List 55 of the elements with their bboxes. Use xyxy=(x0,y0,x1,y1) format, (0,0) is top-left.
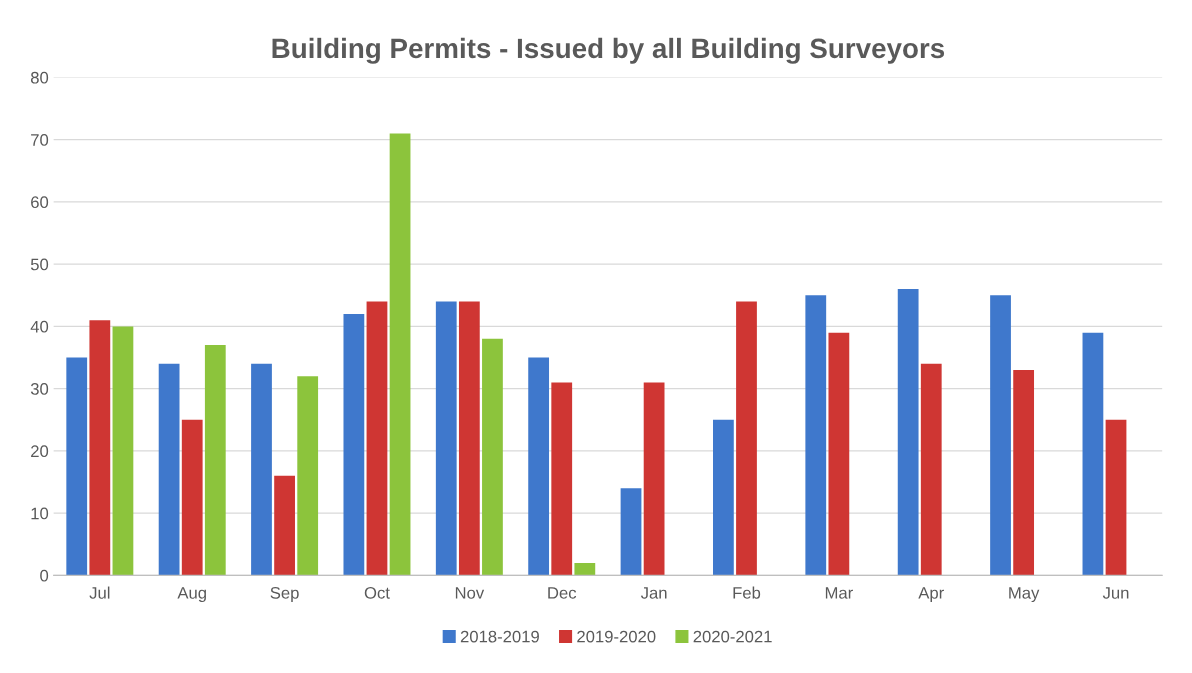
bar xyxy=(805,295,827,576)
chart-title: Building Permits - Issued by all Building Surveyors xyxy=(272,37,945,64)
bar xyxy=(713,419,734,576)
y-tick-label: 10 xyxy=(31,507,49,520)
x-tick-label: Jul xyxy=(89,586,110,599)
bar xyxy=(482,338,503,576)
legend-label: 2020-2021 xyxy=(693,630,772,643)
bar xyxy=(158,363,180,576)
bar xyxy=(1082,332,1104,576)
x-tick-label: Jan xyxy=(640,587,667,599)
y-tick-label: 20 xyxy=(31,445,49,458)
bar xyxy=(1105,419,1127,576)
bar xyxy=(297,376,319,576)
bar xyxy=(897,289,919,576)
bar xyxy=(89,320,111,576)
bar xyxy=(920,363,942,576)
bar xyxy=(343,313,365,576)
legend-label: 2019-2020 xyxy=(577,630,656,643)
y-tick-label: 60 xyxy=(31,196,49,209)
bar xyxy=(181,419,203,576)
bar xyxy=(528,357,550,576)
bar xyxy=(1013,369,1035,576)
bar xyxy=(389,133,411,576)
x-tick-label: Aug xyxy=(177,587,206,603)
x-tick-label: Oct xyxy=(364,586,390,599)
x-tick-label: May xyxy=(1009,587,1040,603)
y-tick-label: 50 xyxy=(30,258,49,271)
x-tick-label: Jun xyxy=(1102,587,1129,599)
legend-label: 2018-2019 xyxy=(460,630,539,643)
bar xyxy=(620,488,642,576)
bar xyxy=(990,295,1011,576)
bar xyxy=(204,345,226,576)
bar xyxy=(736,301,757,576)
bar xyxy=(574,562,596,576)
bar xyxy=(435,301,457,576)
x-tick-label: Dec xyxy=(548,587,577,599)
bar xyxy=(112,326,134,576)
y-tick-label: 80 xyxy=(30,71,49,84)
bar xyxy=(551,382,573,576)
y-tick-label: 70 xyxy=(31,134,49,146)
x-tick-label: Feb xyxy=(733,586,761,599)
bar xyxy=(828,332,850,576)
x-tick-label: Apr xyxy=(918,587,944,603)
bar xyxy=(274,475,295,576)
x-tick-label: Sep xyxy=(270,586,299,603)
y-tick-label: 30 xyxy=(30,383,49,395)
bar xyxy=(66,357,88,576)
y-tick-label: 0 xyxy=(40,569,49,582)
bar xyxy=(458,301,480,576)
x-tick-label: Mar xyxy=(825,587,853,599)
y-tick-label: 40 xyxy=(30,320,49,333)
bar xyxy=(366,301,388,576)
x-tick-label: Nov xyxy=(455,587,485,599)
bar xyxy=(251,363,272,576)
bar xyxy=(643,382,665,576)
